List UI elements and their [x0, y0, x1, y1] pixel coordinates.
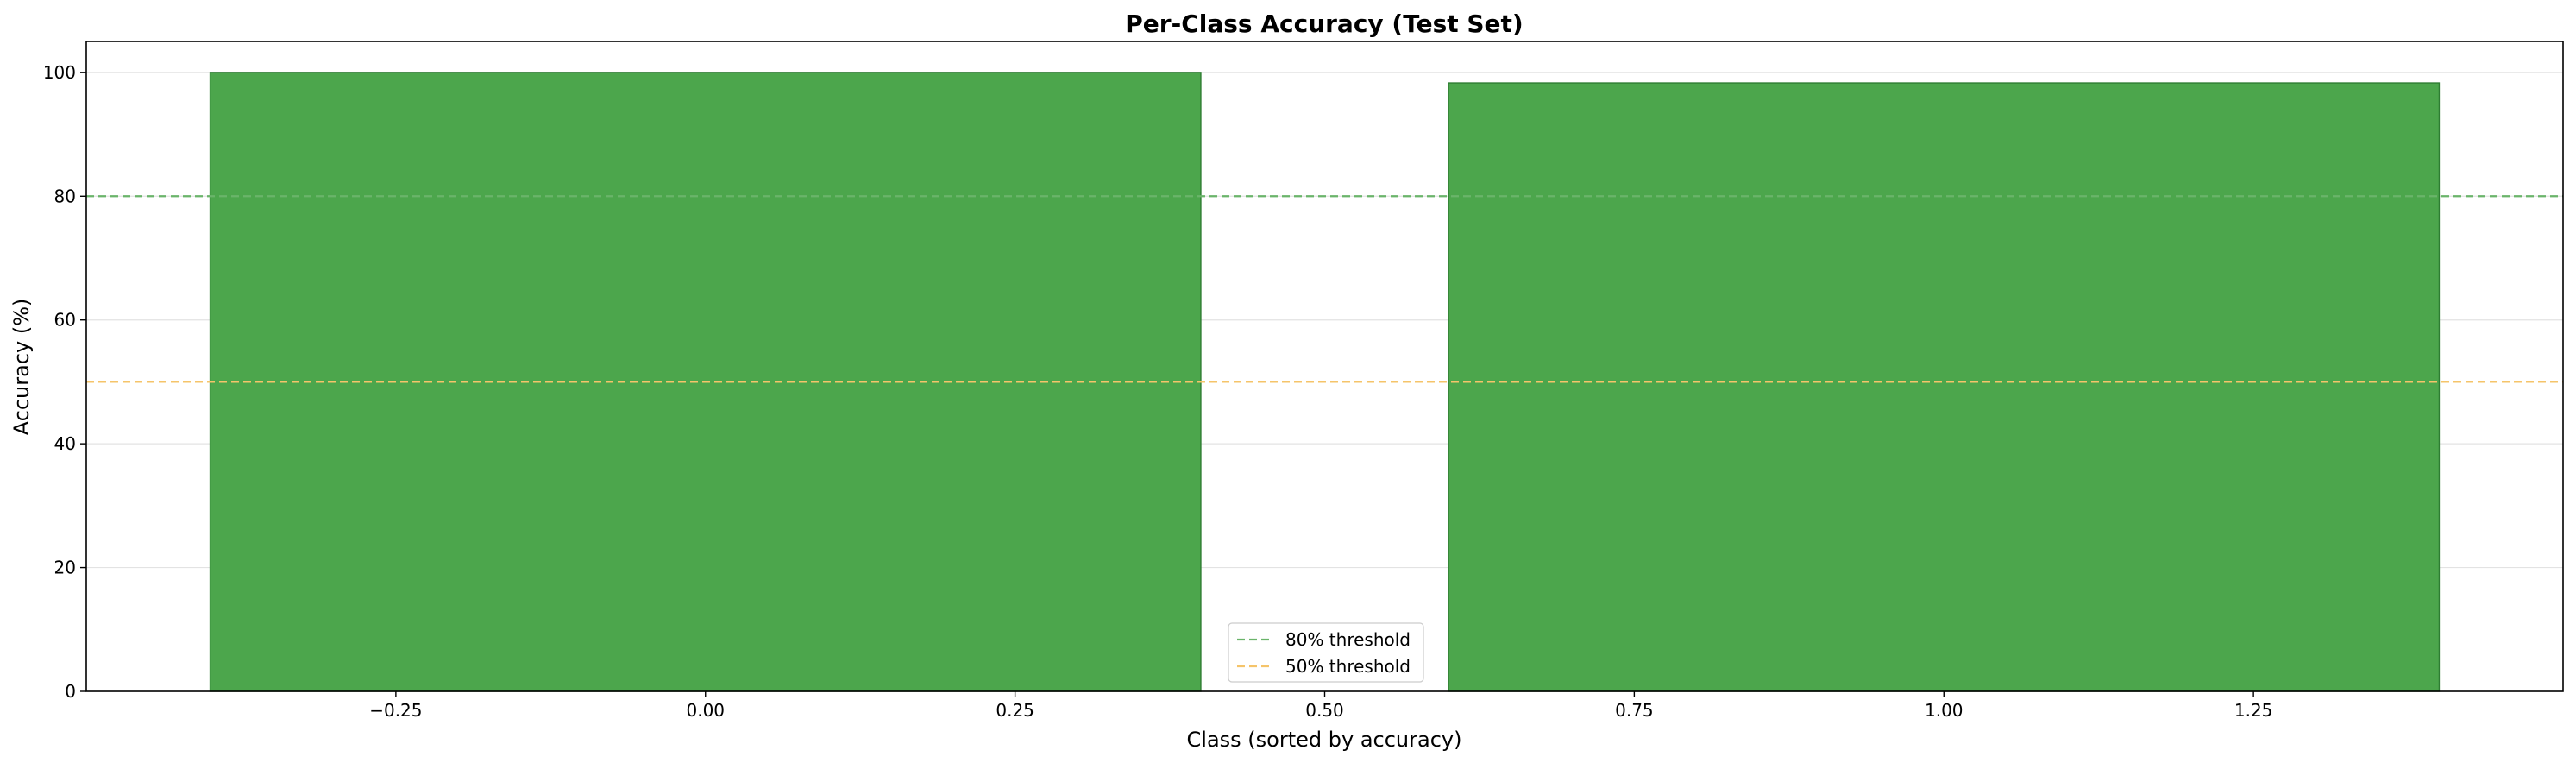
x-tick-label: 0.00 [686, 700, 725, 721]
y-axis-label: Accuracy (%) [9, 299, 34, 436]
y-tick-label: 40 [54, 433, 76, 454]
x-tick-label: 0.75 [1615, 700, 1654, 721]
x-axis-ticks: −0.25 0.00 0.25 0.50 0.75 1.00 1.25 [369, 691, 2272, 721]
threshold-lines [86, 195, 2563, 383]
x-tick-label: 1.25 [2234, 700, 2273, 721]
x-tick-label: 1.00 [1925, 700, 1963, 721]
x-tick-label: 0.50 [1305, 700, 1344, 721]
bar [1448, 82, 2441, 692]
x-tick-label: −0.25 [369, 700, 422, 721]
x-tick-label: 0.25 [996, 700, 1034, 721]
legend-label-50: 50% threshold [1285, 656, 1411, 677]
x-axis-label: Class (sorted by accuracy) [1187, 728, 1462, 752]
y-tick-label: 100 [43, 62, 76, 83]
y-axis-ticks: 0 20 40 60 80 100 [43, 62, 86, 702]
y-tick-label: 20 [54, 558, 76, 578]
y-tick-label: 80 [54, 186, 76, 206]
y-tick-label: 0 [65, 681, 76, 702]
legend: 80% threshold 50% threshold [1228, 622, 1424, 683]
chart-title: Per-Class Accuracy (Test Set) [1125, 9, 1523, 38]
legend-label-80: 80% threshold [1285, 629, 1411, 650]
y-tick-label: 60 [54, 310, 76, 331]
legend-box [1228, 622, 1424, 683]
